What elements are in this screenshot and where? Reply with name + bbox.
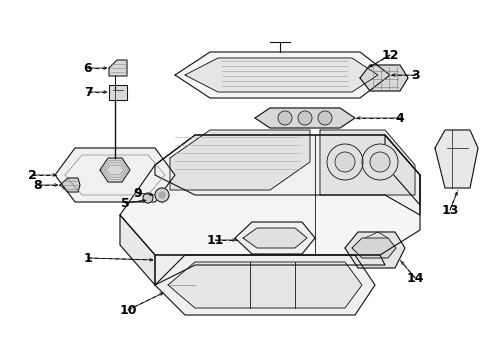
Polygon shape xyxy=(255,108,355,128)
Circle shape xyxy=(327,144,363,180)
Polygon shape xyxy=(155,255,375,315)
Circle shape xyxy=(278,111,292,125)
Polygon shape xyxy=(360,65,408,91)
Polygon shape xyxy=(168,262,362,308)
Text: 7: 7 xyxy=(84,86,93,99)
Polygon shape xyxy=(109,60,127,76)
Text: 8: 8 xyxy=(34,179,42,192)
Polygon shape xyxy=(352,238,396,258)
Polygon shape xyxy=(109,85,127,100)
Text: 10: 10 xyxy=(119,303,137,316)
Circle shape xyxy=(143,193,153,203)
Polygon shape xyxy=(243,228,307,248)
Polygon shape xyxy=(155,255,385,285)
Text: 4: 4 xyxy=(395,112,404,125)
Circle shape xyxy=(370,152,390,172)
Polygon shape xyxy=(185,58,378,92)
Text: 11: 11 xyxy=(206,234,224,247)
Text: 12: 12 xyxy=(381,49,399,62)
Polygon shape xyxy=(435,130,478,188)
Circle shape xyxy=(335,152,355,172)
Polygon shape xyxy=(155,135,420,215)
Polygon shape xyxy=(175,52,390,98)
Text: 9: 9 xyxy=(134,186,142,199)
Circle shape xyxy=(362,144,398,180)
Circle shape xyxy=(159,192,165,198)
Polygon shape xyxy=(55,148,175,202)
Text: 1: 1 xyxy=(84,252,93,265)
Polygon shape xyxy=(235,222,315,254)
Polygon shape xyxy=(120,135,420,255)
Text: 6: 6 xyxy=(84,62,92,75)
Polygon shape xyxy=(385,135,420,205)
Circle shape xyxy=(318,111,332,125)
Text: 14: 14 xyxy=(406,271,424,284)
Polygon shape xyxy=(365,232,388,238)
Text: 2: 2 xyxy=(27,168,36,181)
Polygon shape xyxy=(120,215,155,285)
Polygon shape xyxy=(170,130,310,190)
Circle shape xyxy=(298,111,312,125)
Polygon shape xyxy=(100,158,130,182)
Text: 3: 3 xyxy=(411,68,419,81)
Polygon shape xyxy=(345,232,405,268)
Text: 5: 5 xyxy=(121,197,129,210)
Polygon shape xyxy=(320,130,415,195)
Text: 13: 13 xyxy=(441,203,459,216)
Circle shape xyxy=(155,188,169,202)
Polygon shape xyxy=(60,178,80,192)
